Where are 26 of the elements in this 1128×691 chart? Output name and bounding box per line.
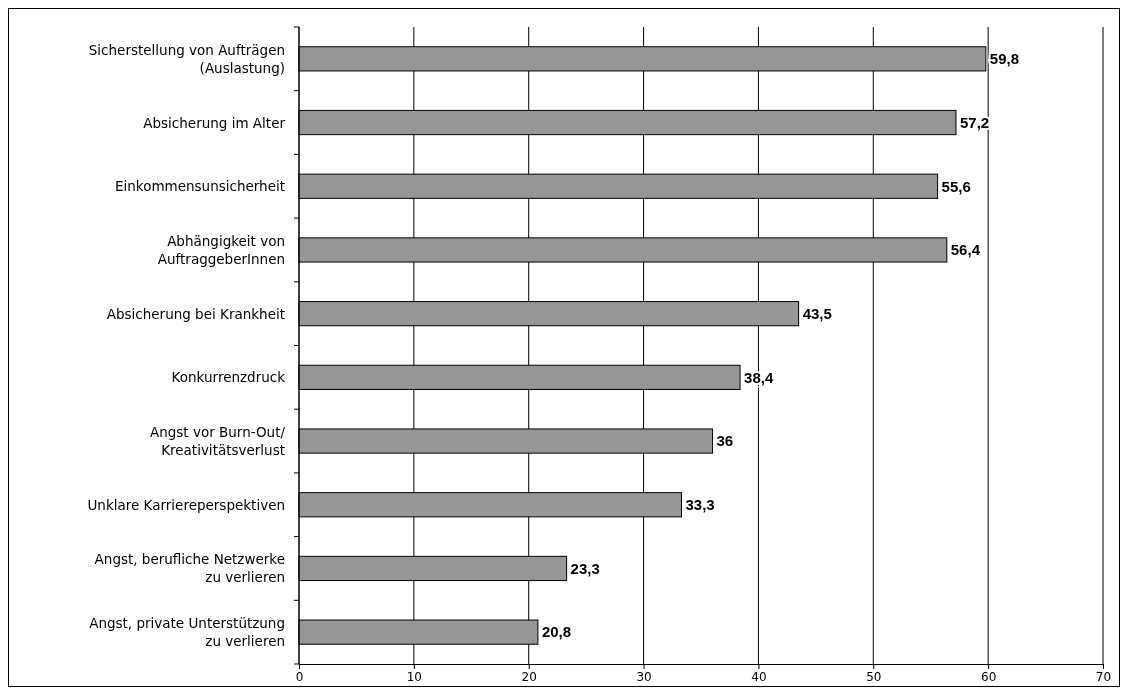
data-label: 33,3 bbox=[685, 496, 715, 513]
x-tick-label: 70 bbox=[1095, 669, 1112, 684]
x-tick-label: 0 bbox=[295, 669, 304, 684]
y-tick-label: Sicherstellung von Aufträgen (Auslastung) bbox=[88, 41, 285, 76]
data-label: 59,8 bbox=[989, 50, 1020, 68]
data-label: 56,4 bbox=[950, 241, 981, 259]
y-tick-label: Einkommensunsicherheit bbox=[114, 178, 285, 195]
x-tick-label: 40 bbox=[751, 669, 767, 684]
data-label: 55,6 bbox=[941, 177, 971, 195]
y-tick-label: Angst vor Burn-Out/ Kreativitätsverlust bbox=[149, 424, 286, 459]
data-label: 20,8 bbox=[541, 623, 572, 641]
y-tick-label: Unklare Karriereperspektiven bbox=[87, 496, 285, 513]
y-tick-label: Absicherung bei Krankheit bbox=[106, 305, 285, 322]
x-tick-label: 30 bbox=[636, 669, 652, 684]
x-tick-label: 60 bbox=[981, 669, 997, 684]
data-label: 36 bbox=[716, 432, 734, 450]
data-label: 43,5 bbox=[802, 304, 832, 322]
data-label: 23,3 bbox=[570, 559, 600, 577]
x-tick-label: 10 bbox=[406, 669, 422, 684]
y-tick-label: Angst, berufliche Netzwerke zu verlieren bbox=[94, 551, 285, 586]
y-tick-label: Angst, private Unterstützung zu verlieren bbox=[89, 615, 285, 650]
y-tick-label: Abhängigkeit von AuftraggeberInnen bbox=[157, 232, 285, 267]
x-tick-label: 20 bbox=[521, 669, 537, 684]
y-tick-label: Konkurrenzdruck bbox=[171, 369, 286, 386]
x-tick-label: 50 bbox=[866, 669, 882, 684]
y-tick-label: Absicherung im Alter bbox=[143, 114, 286, 131]
